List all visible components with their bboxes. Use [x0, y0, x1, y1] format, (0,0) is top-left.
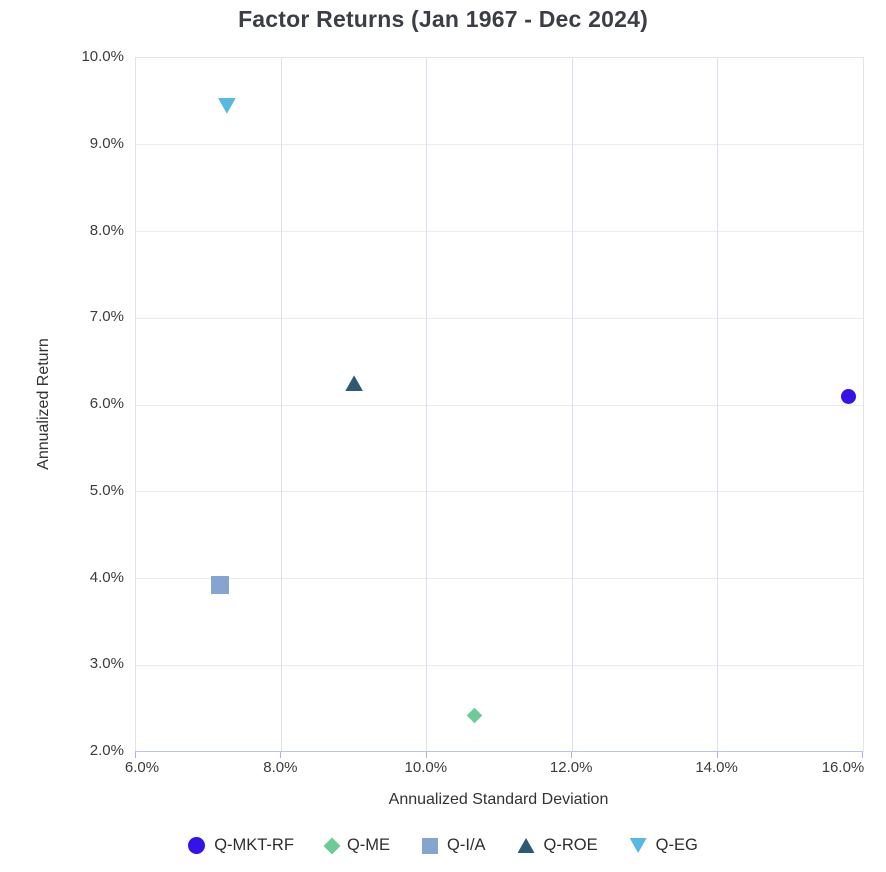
- point-q-roe[interactable]: [345, 375, 364, 392]
- point-q-me[interactable]: [466, 707, 482, 724]
- legend-label: Q-ME: [346, 836, 391, 854]
- x-gridline: [571, 58, 573, 752]
- x-tick-label: 8.0%: [263, 759, 298, 776]
- x-tick-mark: [571, 752, 573, 758]
- y-tick-label: 9.0%: [89, 134, 124, 152]
- x-gridline: [280, 58, 282, 752]
- y-gridline: [136, 317, 863, 319]
- x-tick-mark: [862, 752, 863, 758]
- point-q-i-a[interactable]: [210, 575, 229, 594]
- legend-label: Q-EG: [655, 836, 698, 854]
- legend-item-q-eg[interactable]: Q-EG: [629, 836, 698, 855]
- triangle-down-icon: [629, 838, 647, 853]
- legend-item-q-i-a[interactable]: Q-I/A: [422, 836, 486, 855]
- x-tick-mark: [280, 752, 282, 758]
- legend-item-q-roe[interactable]: Q-ROE: [517, 836, 598, 855]
- y-tick-label: 10.0%: [81, 48, 124, 65]
- y-gridline: [136, 231, 863, 232]
- y-tick-label: 8.0%: [89, 221, 124, 239]
- y-tick-label: 2.0%: [89, 742, 124, 759]
- plot-area: [135, 57, 864, 752]
- legend-label: Q-MKT-RF: [214, 836, 294, 854]
- y-gridline: [136, 404, 863, 406]
- circle-icon: [188, 837, 206, 854]
- x-gridline: [717, 58, 719, 752]
- x-axis-line: [135, 751, 863, 752]
- x-tick-label: 14.0%: [695, 759, 738, 776]
- legend-label: Q-ROE: [543, 836, 598, 854]
- x-axis-title: Annualized Standard Deviation: [388, 791, 609, 808]
- x-gridline: [426, 58, 428, 752]
- x-tick-label: 6.0%: [124, 759, 160, 776]
- y-gridline: [136, 491, 863, 493]
- x-tick-mark: [135, 752, 136, 758]
- triangle-up-icon: [517, 838, 535, 853]
- legend-label: Q-I/A: [447, 836, 486, 854]
- y-gridline: [136, 664, 863, 666]
- y-gridline: [136, 578, 863, 579]
- x-tick-mark: [425, 752, 427, 758]
- y-tick-label: 4.0%: [89, 568, 124, 586]
- point-q-eg[interactable]: [217, 97, 236, 114]
- chart-title: Factor Returns (Jan 1967 - Dec 2024): [238, 6, 648, 32]
- y-tick-label: 6.0%: [89, 395, 124, 412]
- y-tick-label: 3.0%: [89, 655, 124, 673]
- square-icon: [422, 837, 439, 854]
- y-gridline: [136, 144, 863, 146]
- y-tick-label: 7.0%: [89, 308, 124, 326]
- x-tick-label: 10.0%: [404, 759, 448, 776]
- x-tick-label: 16.0%: [821, 759, 865, 776]
- x-tick-label: 12.0%: [549, 759, 593, 776]
- y-tick-label: 5.0%: [89, 481, 124, 499]
- diamond-icon: [323, 837, 341, 854]
- legend-item-q-me[interactable]: Q-ME: [323, 836, 391, 855]
- point-q-mkt-rf[interactable]: [840, 388, 856, 404]
- legend-item-q-mkt-rf[interactable]: Q-MKT-RF: [188, 836, 294, 855]
- legend: Q-MKT-RF Q-ME Q-I/A Q-ROE Q-EG: [0, 836, 886, 855]
- x-tick-mark: [716, 752, 718, 758]
